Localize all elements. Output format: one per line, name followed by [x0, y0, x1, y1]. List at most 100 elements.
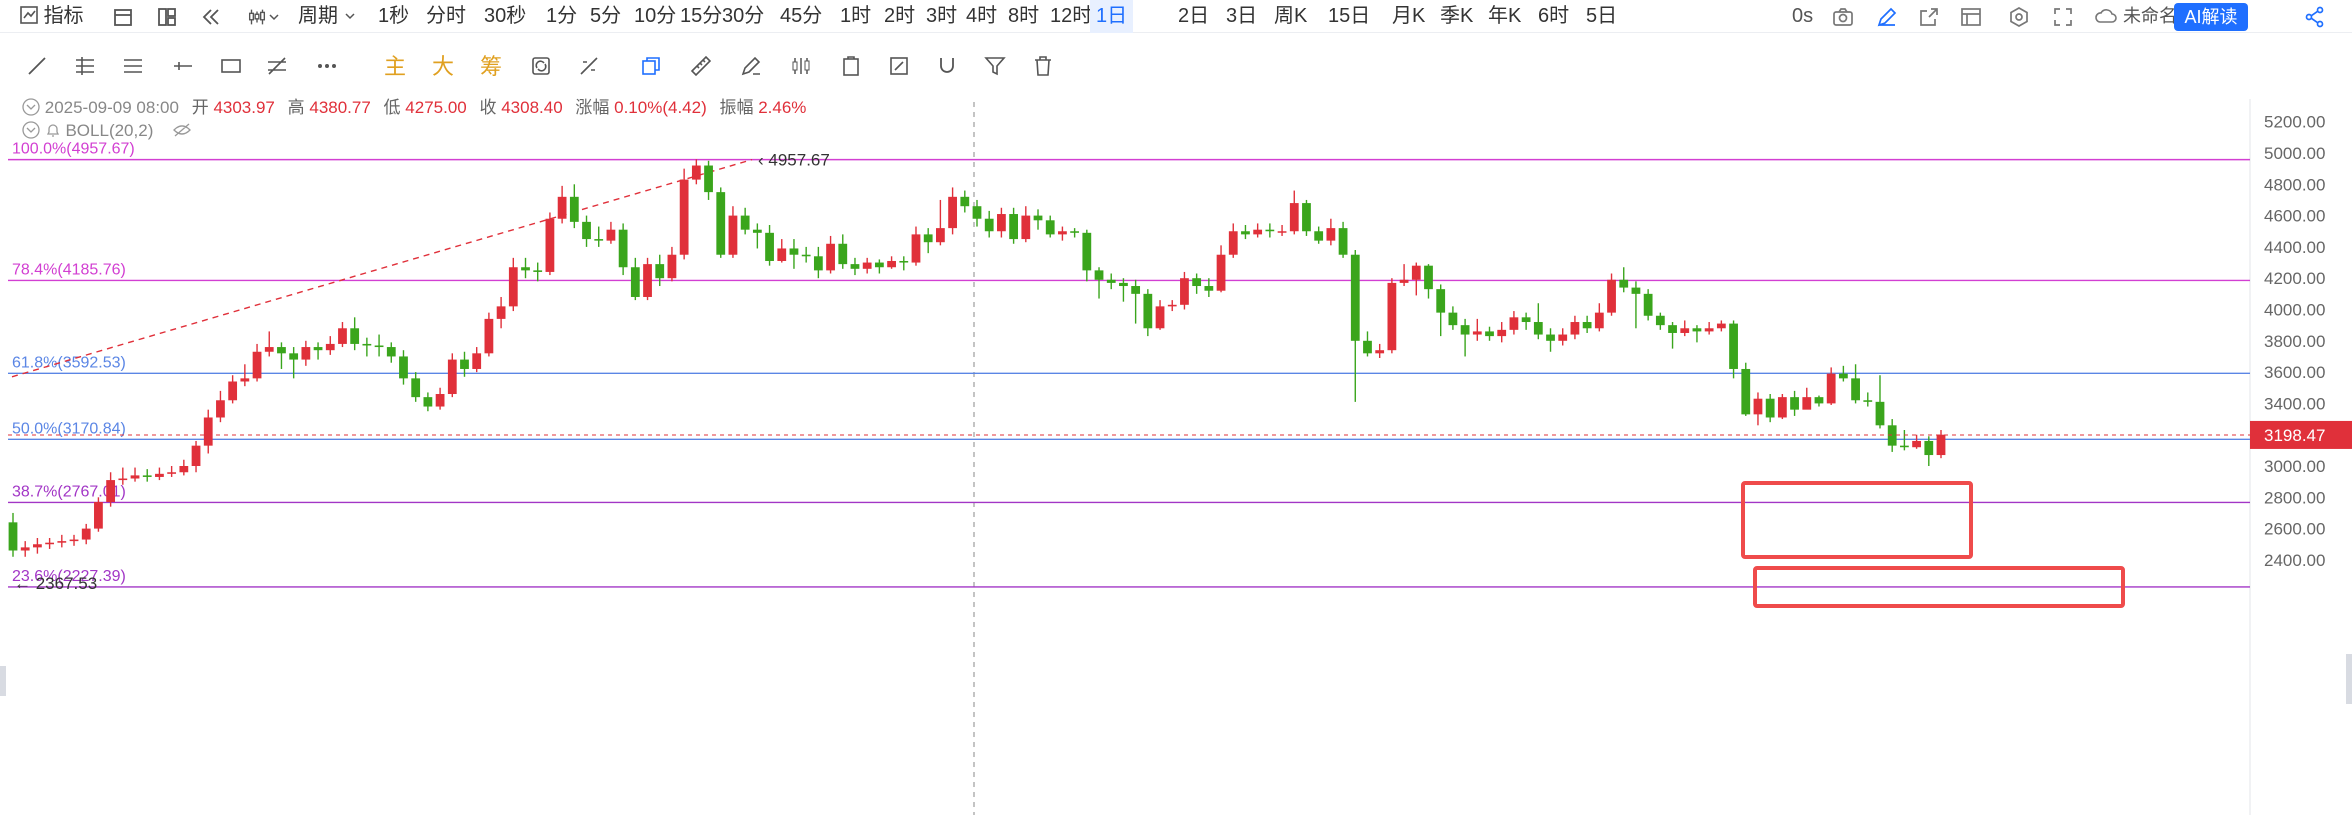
candle-body: [691, 165, 701, 180]
share-button[interactable]: [2300, 2, 2330, 32]
settings-button[interactable]: [2004, 2, 2034, 32]
period-10[interactable]: 2时: [884, 5, 916, 27]
period-15[interactable]: 1日: [1090, 0, 1134, 33]
brush-tool[interactable]: [736, 51, 766, 81]
period-3[interactable]: 1分: [546, 5, 578, 27]
compare-tool[interactable]: [786, 51, 816, 81]
candle-body: [826, 243, 835, 271]
period-14[interactable]: 12时: [1050, 5, 1093, 27]
period-23[interactable]: 6时: [1538, 5, 1570, 27]
template-button[interactable]: [1956, 2, 1986, 32]
candle-body: [1802, 397, 1812, 410]
y-tick-label: 5200.00: [2264, 113, 2325, 132]
candle-body: [1411, 265, 1421, 280]
rectangle-tool[interactable]: [216, 51, 246, 81]
calendar-button[interactable]: [108, 2, 138, 32]
indicator-label: 指标: [43, 5, 84, 27]
layout-button[interactable]: [152, 2, 182, 32]
candle-body: [1399, 279, 1409, 283]
trend-line-tool[interactable]: [22, 51, 52, 81]
period-18[interactable]: 周K: [1274, 5, 1308, 27]
candle-body: [1216, 254, 1226, 291]
draw-button[interactable]: [1872, 2, 1902, 32]
channel-icon: [124, 59, 142, 73]
sync-tool[interactable]: [526, 51, 556, 81]
fullscreen-button[interactable]: [2048, 2, 2078, 32]
period-16[interactable]: 2日: [1178, 5, 1210, 27]
period-2[interactable]: 30秒: [484, 5, 527, 27]
annotation-box-upper[interactable]: [1741, 481, 1973, 559]
main-chart-toggle[interactable]: 主: [384, 54, 407, 79]
measure-tool[interactable]: [574, 51, 604, 81]
candle-body: [1546, 334, 1555, 341]
candle-body: [777, 248, 787, 261]
period-21[interactable]: 季K: [1440, 5, 1474, 27]
gear-icon: [2010, 7, 2028, 27]
period-19[interactable]: 15日: [1328, 5, 1371, 27]
screenshot-button[interactable]: [1828, 2, 1858, 32]
period-dropdown[interactable]: 周期: [298, 0, 356, 33]
cloud-icon: [2095, 9, 2117, 23]
ruler-tool[interactable]: [686, 51, 716, 81]
replay-button[interactable]: [196, 2, 226, 32]
period-7[interactable]: 30分: [722, 5, 765, 27]
parallel-lines-tool[interactable]: [70, 51, 100, 81]
chip-toggle[interactable]: 筹: [480, 54, 503, 79]
annotation-box-lower[interactable]: [1753, 566, 2125, 608]
ohlc-info-bar: 2025-09-09 08:00 开 4303.97 高 4380.77 低 4…: [22, 93, 814, 118]
left-scroll-handle[interactable]: [0, 666, 6, 696]
measure-icon: [580, 57, 598, 75]
period-0[interactable]: 1秒: [378, 5, 410, 27]
y-tick-label: 4600.00: [2264, 207, 2325, 226]
collapse-icon[interactable]: [22, 98, 40, 116]
period-12[interactable]: 4时: [966, 5, 998, 27]
candle-body: [228, 381, 238, 401]
ai-interpret-button[interactable]: AI解读: [2174, 3, 2248, 31]
template-icon: [1961, 8, 1981, 26]
period-6[interactable]: 15分: [680, 5, 723, 27]
big-order-toggle[interactable]: 大: [432, 54, 455, 79]
period-4[interactable]: 5分: [590, 5, 622, 27]
candle-body: [1350, 254, 1360, 341]
filter-tool[interactable]: [980, 51, 1010, 81]
delete-drawings-button[interactable]: [1028, 51, 1058, 81]
fib-tool[interactable]: [262, 51, 292, 81]
new-window-button[interactable]: [1914, 2, 1944, 32]
period-13[interactable]: 8时: [1008, 5, 1040, 27]
indicator-button[interactable]: 指标: [20, 0, 84, 33]
period-22[interactable]: 年K: [1488, 5, 1522, 27]
candle-body: [1594, 312, 1604, 329]
collapse-icon[interactable]: [22, 121, 40, 139]
magnet-tool[interactable]: [932, 51, 962, 81]
eye-hidden-icon[interactable]: [172, 122, 192, 138]
chart-area[interactable]: 5200.00 5000.00 4800.00 4600.00 4400.00 4200.…: [0, 92, 2352, 815]
candle-body: [1497, 329, 1507, 337]
fullscreen-icon: [2054, 8, 2072, 26]
candle-body: [887, 260, 896, 268]
right-scroll-handle[interactable]: [2346, 654, 2352, 704]
horizontal-line-tool[interactable]: [168, 51, 198, 81]
note-tool[interactable]: [884, 51, 914, 81]
fib-level-label: 100.0%(4957.67): [12, 141, 135, 158]
period-1[interactable]: 分时: [426, 5, 466, 27]
more-tools-button[interactable]: [312, 51, 342, 81]
period-11[interactable]: 3时: [926, 5, 958, 27]
channel-tool[interactable]: [118, 51, 148, 81]
layout-icon: [158, 8, 176, 26]
candle-body: [8, 522, 18, 551]
bell-icon[interactable]: [45, 122, 61, 138]
candle-body: [130, 475, 140, 479]
period-17[interactable]: 3日: [1226, 5, 1258, 27]
period-20[interactable]: 月K: [1392, 5, 1426, 27]
period-5[interactable]: 10分: [634, 5, 677, 27]
candle-body: [81, 528, 91, 540]
chart-type-button[interactable]: [240, 2, 286, 32]
high-label: 高: [287, 98, 305, 117]
period-9[interactable]: 1时: [840, 5, 872, 27]
period-24[interactable]: 5日: [1586, 5, 1618, 27]
period-8[interactable]: 45分: [780, 5, 823, 27]
position-tool[interactable]: [836, 51, 866, 81]
boll-indicator[interactable]: BOLL(20,2): [22, 121, 192, 141]
copy-tool[interactable]: [636, 51, 666, 81]
candlestick-chart[interactable]: 5200.00 5000.00 4800.00 4600.00 4400.00 4200.…: [0, 92, 2352, 815]
